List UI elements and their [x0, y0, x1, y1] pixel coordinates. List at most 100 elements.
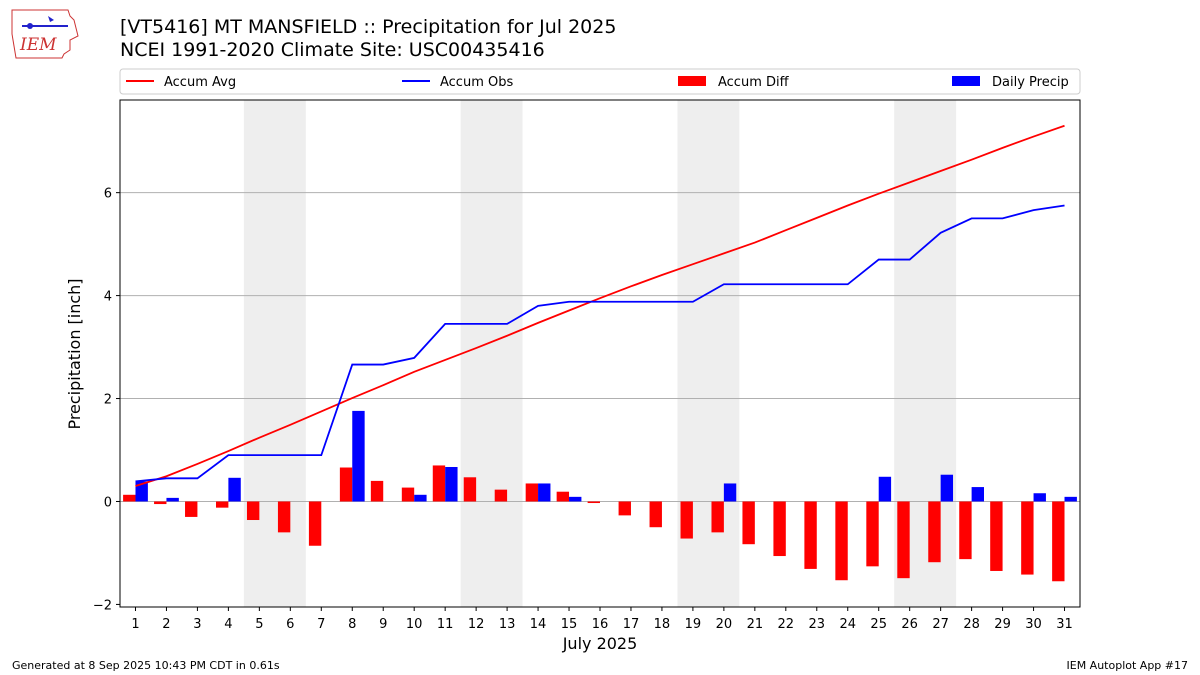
accum-diff-bar [897, 501, 910, 579]
daily-precip-bar [1033, 493, 1046, 502]
x-tick-label: 1 [131, 617, 139, 632]
legend-label: Accum Diff [718, 75, 790, 90]
daily-precip-bar [723, 483, 737, 502]
accum-diff-bar [339, 467, 353, 502]
daily-precip-bar [445, 466, 458, 502]
accum-diff-bar [990, 501, 1003, 571]
iem-logo: IEM [11, 9, 79, 59]
accum-diff-bar [123, 494, 136, 502]
legend-label: Accum Avg [164, 75, 236, 90]
chart-subtitle: NCEI 1991-2020 Climate Site: USC00435416 [120, 39, 545, 61]
y-tick-label: 4 [104, 290, 112, 305]
accum-diff-bar [525, 483, 539, 502]
legend-swatch [952, 76, 980, 86]
legend-box [119, 68, 1081, 95]
accum-diff-bar [1052, 501, 1065, 582]
accum-diff-bar [649, 501, 662, 528]
daily-precip-bar [878, 476, 892, 502]
accum-diff-bar [401, 487, 415, 502]
x-tick-label: 30 [1025, 617, 1042, 632]
x-tick-label: 9 [379, 617, 387, 632]
accum-diff-bar [370, 480, 384, 502]
x-tick-label: 17 [623, 617, 640, 632]
x-tick-label: 13 [499, 617, 516, 632]
logo-text: IEM [19, 35, 57, 55]
daily-precip-bar [352, 410, 365, 502]
accum-diff-bar [185, 501, 198, 517]
accum-diff-bar [773, 501, 786, 557]
footer-generated: Generated at 8 Sep 2025 10:43 PM CDT in … [12, 659, 280, 672]
daily-precip-bar [166, 497, 179, 502]
x-tick-label: 11 [437, 617, 454, 632]
x-tick-label: 29 [994, 617, 1011, 632]
x-tick-label: 7 [317, 617, 325, 632]
accum-obs-line [135, 204, 1065, 483]
y-tick-label: 6 [104, 187, 112, 202]
x-tick-label: 15 [561, 617, 578, 632]
x-tick-label: 14 [530, 617, 547, 632]
chart-title: [VT5416] MT MANSFIELD :: Precipitation f… [120, 16, 617, 38]
x-tick-label: 3 [193, 617, 201, 632]
accum-diff-bar [928, 501, 941, 563]
x-tick-label: 28 [963, 617, 980, 632]
accum-diff-bar [680, 501, 693, 539]
x-tick-label: 23 [809, 617, 826, 632]
x-tick-label: 20 [716, 617, 733, 632]
x-axis-label: July 2025 [562, 634, 638, 653]
accum-diff-bar [959, 501, 972, 560]
accum-diff-bar [463, 477, 477, 502]
accum-diff-bar [835, 501, 848, 581]
daily-precip-bar [971, 487, 984, 502]
accum-diff-bar [711, 501, 724, 533]
daily-precip-bar [414, 494, 427, 502]
x-tick-label: 18 [654, 617, 671, 632]
daily-precip-bar [228, 477, 241, 502]
x-tick-label: 25 [870, 617, 887, 632]
y-axis-label: Precipitation [inch] [65, 278, 84, 429]
accum-diff-bar [1021, 501, 1034, 575]
weekend-shade [460, 100, 523, 607]
x-tick-label: 12 [468, 617, 485, 632]
accum-avg-line [135, 124, 1065, 487]
daily-precip-bar [1064, 496, 1077, 502]
daily-precip-bar [538, 483, 551, 502]
accum-diff-bar [432, 465, 446, 502]
x-tick-label: 2 [162, 617, 170, 632]
x-tick-label: 4 [224, 617, 232, 632]
x-tick-label: 22 [778, 617, 795, 632]
y-tick-label: −2 [93, 598, 112, 613]
y-tick-label: 0 [104, 495, 112, 510]
accum-diff-bar [618, 501, 631, 516]
x-tick-label: 16 [592, 617, 609, 632]
daily-precip-bar [940, 474, 954, 502]
x-tick-label: 26 [901, 617, 918, 632]
footer-app: IEM Autoplot App #17 [1066, 659, 1189, 672]
accum-diff-bar [804, 501, 817, 569]
legend-label: Accum Obs [440, 75, 513, 90]
daily-precip-bar [135, 481, 148, 502]
legend-label: Daily Precip [992, 75, 1069, 90]
accum-diff-bar [216, 501, 229, 508]
x-tick-label: 27 [932, 617, 949, 632]
y-tick-label: 2 [104, 393, 112, 408]
x-tick-label: 19 [685, 617, 702, 632]
accum-diff-bar [246, 501, 260, 521]
accum-diff-bar [587, 501, 600, 504]
x-tick-label: 8 [348, 617, 356, 632]
daily-precip-bar [569, 496, 582, 502]
x-tick-label: 6 [286, 617, 294, 632]
legend-swatch [678, 76, 706, 86]
x-tick-label: 21 [747, 617, 764, 632]
accum-diff-bar [494, 489, 508, 502]
accum-diff-bar [308, 501, 322, 546]
x-tick-label: 10 [406, 617, 423, 632]
weekend-shade [243, 100, 306, 607]
accum-diff-bar [742, 501, 755, 545]
accum-diff-bar [154, 501, 167, 505]
accum-diff-bar [277, 501, 291, 533]
accum-diff-bar [556, 491, 570, 502]
x-tick-label: 24 [839, 617, 856, 632]
accum-diff-bar [866, 501, 879, 567]
x-tick-label: 31 [1056, 617, 1073, 632]
